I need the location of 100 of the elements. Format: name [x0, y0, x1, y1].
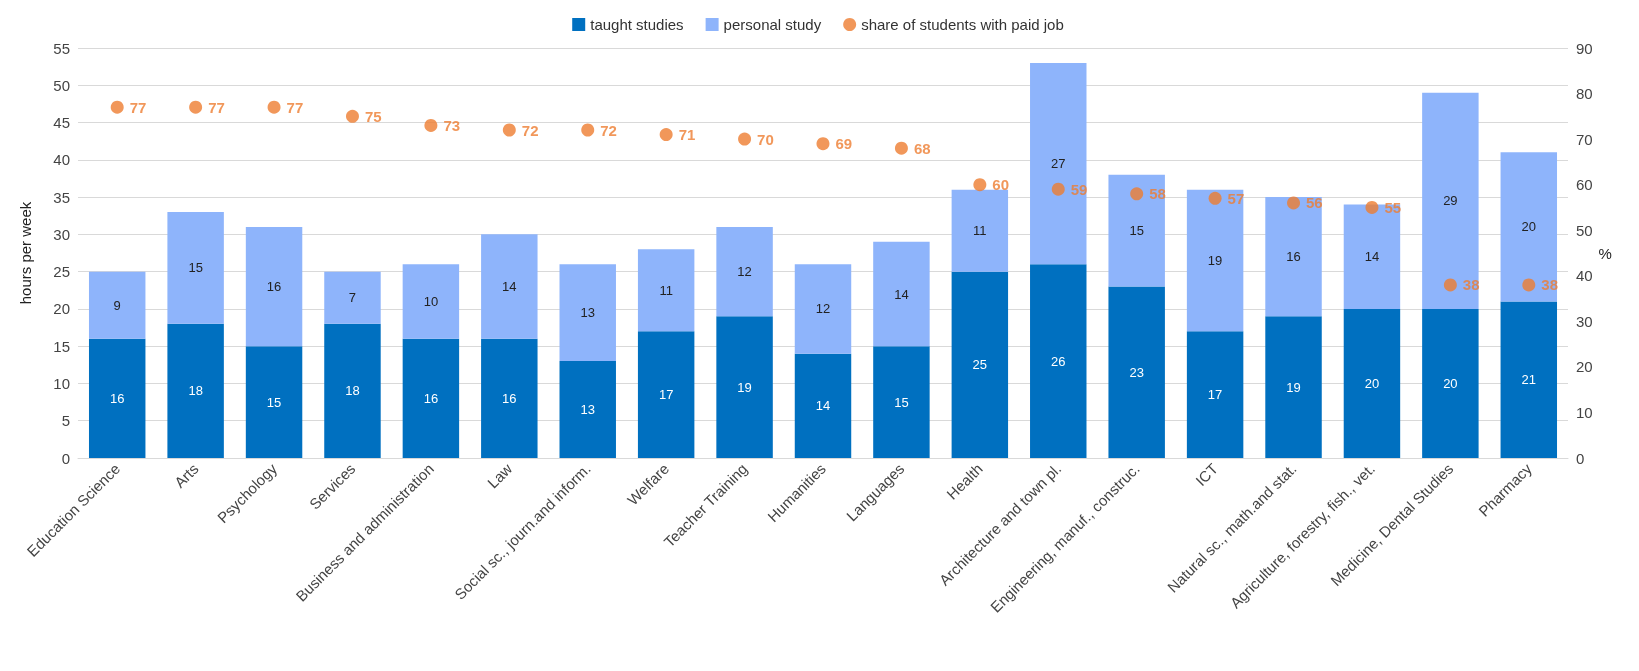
- legend-label: personal study: [723, 16, 822, 33]
- bar: [637, 331, 695, 458]
- bar: [1108, 286, 1165, 458]
- y2-tick-label: 70: [1576, 130, 1593, 148]
- data-label: 13: [580, 305, 595, 321]
- data-label: 56: [1306, 194, 1323, 212]
- point: [1051, 182, 1065, 196]
- data-label: 75: [364, 107, 382, 125]
- point: [816, 137, 830, 151]
- y-tick-label: 45: [53, 114, 70, 132]
- y2-tick-label: 90: [1576, 39, 1593, 57]
- data-label: 11: [659, 282, 673, 298]
- data-label: 12: [815, 301, 831, 317]
- bar: [324, 271, 381, 324]
- data-label: 68: [913, 139, 931, 157]
- data-label: 23: [1129, 364, 1144, 380]
- point: [110, 100, 124, 114]
- data-label: 18: [345, 383, 360, 399]
- data-label: 16: [502, 390, 517, 406]
- data-label: 16: [1286, 249, 1301, 265]
- data-label: 17: [658, 387, 674, 403]
- y-tick-label: 25: [53, 263, 70, 281]
- data-label: 77: [208, 98, 225, 116]
- data-label: 38: [1462, 276, 1480, 294]
- x-tick-label: ICT: [1192, 459, 1222, 490]
- point: [345, 109, 359, 123]
- y-axis-title: hours per week: [17, 201, 34, 305]
- data-label: 15: [894, 394, 909, 410]
- point: [424, 118, 438, 132]
- data-label: 29: [1443, 193, 1458, 209]
- y-tick-label: 55: [53, 39, 70, 57]
- data-label: 20: [1521, 219, 1537, 235]
- y-tick-label: 20: [53, 300, 70, 318]
- y2-tick-label: 40: [1576, 267, 1593, 285]
- data-label: 18: [188, 383, 203, 399]
- y-tick-label: 15: [53, 337, 70, 355]
- data-label: 13: [580, 402, 595, 418]
- bar: [402, 338, 460, 458]
- y-tick-label: 10: [53, 374, 70, 392]
- data-label: 14: [894, 286, 909, 302]
- bar: [167, 323, 224, 458]
- point: [1130, 187, 1144, 201]
- bar: [873, 346, 930, 458]
- data-label: 71: [678, 126, 696, 144]
- y2-tick-label: 0: [1576, 449, 1585, 467]
- bar: [794, 353, 852, 458]
- y2-axis-title: %: [1598, 244, 1612, 262]
- y-tick-label: 0: [61, 449, 70, 467]
- data-label: 72: [521, 121, 539, 139]
- y2-tick-label: 10: [1576, 403, 1593, 421]
- point: [1208, 191, 1222, 205]
- bar: [88, 271, 146, 339]
- bar: [559, 361, 616, 458]
- bar: [1422, 92, 1479, 309]
- data-label: 16: [266, 279, 282, 295]
- point: [894, 141, 908, 155]
- data-label: 21: [1521, 372, 1537, 388]
- bar: [167, 212, 224, 324]
- data-label: 73: [443, 116, 461, 134]
- data-label: 20: [1443, 375, 1458, 391]
- x-tick-label: Law: [483, 459, 516, 492]
- data-label: 15: [188, 260, 203, 276]
- y2-tick-label: 80: [1576, 85, 1593, 103]
- data-label: 9: [113, 297, 121, 313]
- bar: [1108, 174, 1165, 287]
- point: [1287, 196, 1301, 210]
- data-label: 70: [757, 130, 774, 148]
- data-label: 58: [1149, 185, 1166, 203]
- bar: [402, 264, 460, 339]
- y2-tick-label: 60: [1576, 176, 1593, 194]
- data-label: 20: [1364, 375, 1380, 391]
- point: [581, 123, 595, 137]
- data-label: 14: [502, 279, 517, 295]
- data-label: 69: [835, 135, 853, 153]
- point: [738, 132, 752, 146]
- y2-tick-label: 20: [1576, 358, 1593, 376]
- data-label: 15: [266, 394, 282, 410]
- y-tick-label: 5: [61, 412, 70, 430]
- data-label: 7: [348, 290, 357, 306]
- point: [1443, 278, 1457, 292]
- data-label: 16: [423, 390, 439, 406]
- point: [1522, 278, 1536, 292]
- data-label: 16: [109, 390, 125, 406]
- data-label: 25: [972, 357, 988, 373]
- bar: [481, 338, 538, 458]
- bar: [1030, 264, 1087, 458]
- bar: [794, 264, 852, 354]
- point: [502, 123, 516, 137]
- point: [189, 100, 203, 114]
- y-tick-label: 35: [53, 188, 70, 206]
- bar: [637, 249, 695, 332]
- bar: [1265, 197, 1322, 317]
- data-label: 12: [737, 264, 752, 280]
- bar: [1265, 316, 1322, 458]
- data-label: 57: [1227, 189, 1245, 207]
- data-label: 10: [423, 293, 439, 309]
- bar: [1030, 62, 1087, 265]
- y-tick-label: 50: [53, 76, 70, 94]
- bar: [873, 241, 930, 347]
- data-label: 14: [815, 398, 831, 414]
